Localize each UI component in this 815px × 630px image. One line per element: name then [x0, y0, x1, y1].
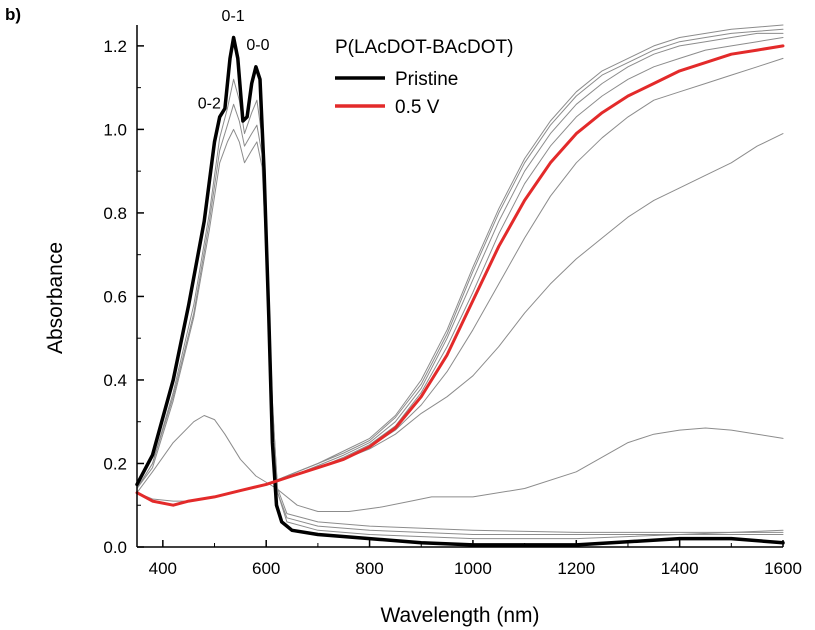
- x-tick-label: 1000: [454, 559, 492, 578]
- legend: P(LAcDOT-BAcDOT) Pristine 0.5 V: [335, 37, 513, 118]
- y-tick-label: 0.0: [103, 538, 127, 557]
- series-line-11: [136, 24, 784, 506]
- y-tick-label: 1.2: [103, 37, 127, 56]
- axes-layer: 400 600 800 1000 1200 1400 1600 0.0 0.2 0.4 0.6 0.8…: [103, 25, 802, 578]
- legend-label: 0.5 V: [395, 97, 440, 118]
- x-tick-label: 1600: [764, 559, 802, 578]
- legend-title: P(LAcDOT-BAcDOT): [335, 37, 513, 58]
- series-line-7: [136, 57, 784, 506]
- series-line-0: [135, 35, 785, 547]
- y-tick-label: 1.0: [103, 120, 127, 139]
- x-tick-label: 400: [149, 559, 177, 578]
- series-line-5: [136, 415, 784, 512]
- series-line-2: [136, 78, 784, 540]
- series-line-1: [135, 44, 785, 507]
- annotation-layer: 0-2 0-10-0: [198, 8, 270, 113]
- y-tick-label: 0.8: [103, 204, 127, 223]
- x-axis-title: Wavelength (nm): [380, 604, 539, 627]
- y-axis-title: Absorbance: [44, 242, 67, 354]
- peak-annotation: 0-2: [198, 96, 221, 113]
- series-line-3: [136, 103, 784, 535]
- peak-annotation: 0-1: [222, 8, 245, 25]
- x-tick-label: 800: [355, 559, 383, 578]
- x-tick-label: 1200: [557, 559, 595, 578]
- panel-label: b): [5, 5, 21, 24]
- y-tick-label: 0.4: [103, 371, 127, 390]
- peak-annotation: 0-0: [246, 37, 269, 54]
- series-line-8: [136, 37, 784, 506]
- x-tick-label: 1400: [661, 559, 699, 578]
- legend-label: Pristine: [395, 69, 458, 90]
- y-tick-label: 0.2: [103, 454, 127, 473]
- series-layer: [135, 24, 785, 547]
- x-tick-label: 600: [252, 559, 280, 578]
- series-line-6: [136, 133, 784, 502]
- series-line-10: [136, 28, 784, 506]
- series-line-4: [136, 128, 784, 533]
- y-tick-label: 0.6: [103, 287, 127, 306]
